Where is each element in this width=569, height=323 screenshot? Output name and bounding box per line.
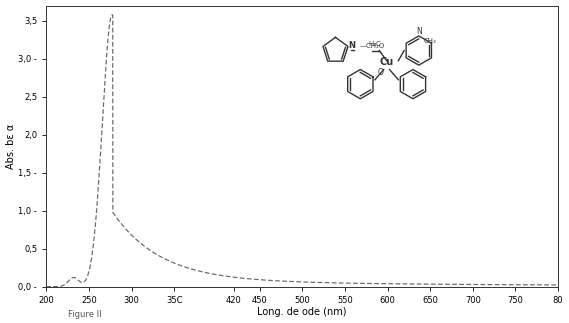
Text: Figure II: Figure II [68, 309, 102, 318]
X-axis label: Long. de ode (nm): Long. de ode (nm) [257, 307, 347, 318]
Y-axis label: Abs. bε α: Abs. bε α [6, 123, 15, 169]
